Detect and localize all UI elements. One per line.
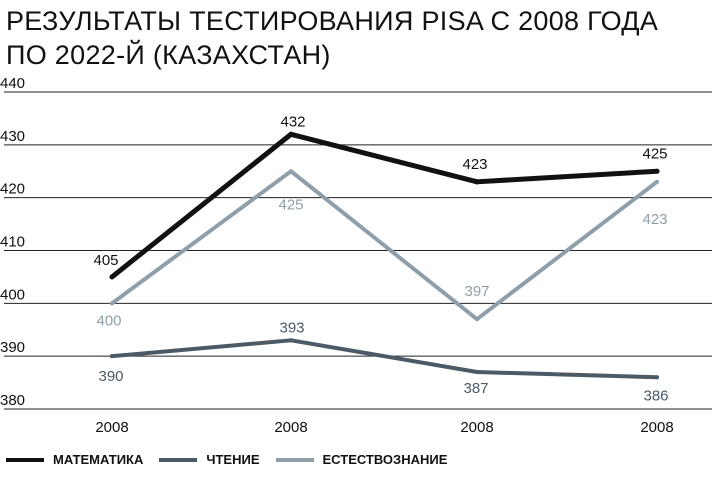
data-label-reading-1: 393: [279, 319, 304, 336]
series-reading-point-3: [655, 375, 659, 380]
x-tick-label-0: 2008: [95, 419, 128, 436]
series-math-segment-0: [109, 131, 294, 280]
chart-title: РЕЗУЛЬТАТЫ ТЕСТИРОВАНИЯ PISA С 2008 ГОДА…: [6, 4, 706, 72]
legend-label-science: ЕСТЕСТВОЗНАНИЕ: [322, 452, 448, 467]
legend-swatch-math: [6, 457, 44, 462]
series-math-point-1: [288, 131, 294, 137]
data-label-science-0: 400: [96, 312, 121, 329]
series-science-point-2: [475, 317, 479, 322]
legend-swatch-science: [275, 457, 314, 462]
series-science-segment-2: [475, 179, 659, 322]
x-tick-label-2: 2008: [460, 419, 493, 436]
data-label-reading-3: 386: [643, 387, 668, 404]
series-math-segment-2: [474, 168, 660, 185]
x-tick-label-1: 2008: [274, 419, 307, 436]
y-tick-label-410: 410: [0, 234, 25, 251]
data-label-math-0: 405: [93, 252, 118, 269]
legend-item-math: МАТЕМАТИКА: [6, 452, 143, 467]
legend-label-math: МАТЕМАТИКА: [53, 452, 144, 467]
y-tick-label-390: 390: [0, 339, 25, 356]
data-label-reading-2: 387: [463, 380, 488, 397]
series-science-point-3: [655, 179, 659, 184]
data-label-science-3: 423: [642, 211, 667, 228]
y-tick-label-400: 400: [0, 286, 25, 303]
chart-title-line-1: РЕЗУЛЬТАТЫ ТЕСТИРОВАНИЯ PISA С 2008 ГОДА: [6, 6, 659, 36]
series-reading-point-0: [110, 354, 114, 359]
series-reading-point-2: [475, 370, 479, 375]
y-tick-label-420: 420: [0, 181, 25, 198]
x-tick-label-3: 2008: [640, 419, 673, 436]
legend-item-science: ЕСТЕСТВОЗНАНИЕ: [275, 452, 448, 467]
series-math-segment-1: [288, 131, 480, 185]
series-math-point-0: [109, 274, 115, 280]
series-science-point-1: [289, 169, 293, 174]
series-science-point-0: [110, 301, 114, 306]
series-science-segment-0: [110, 169, 293, 306]
data-label-math-1: 432: [280, 113, 305, 130]
legend: МАТЕМАТИКА ЧТЕНИЕ ЕСТЕСТВОЗНАНИЕ: [6, 452, 463, 467]
x-axis-ticks: 2008 2008 2008 2008: [95, 419, 673, 436]
series-reading-segment-2: [475, 370, 659, 380]
data-label-reading-0: 390: [98, 368, 123, 385]
series-lines: [109, 131, 660, 380]
series-reading-point-1: [289, 338, 293, 343]
data-labels: 390 393 387 386 400 425 397 423 405 432 423 425: [93, 113, 668, 404]
legend-item-reading: ЧТЕНИЕ: [159, 452, 260, 467]
y-tick-label-380: 380: [0, 392, 25, 409]
data-label-math-2: 423: [462, 156, 487, 173]
series-reading-segment-0: [110, 338, 293, 359]
series-math-point-2: [474, 179, 480, 185]
legend-swatch-reading: [159, 457, 198, 462]
data-label-science-1: 425: [278, 196, 303, 213]
y-tick-label-440: 440: [0, 75, 25, 92]
series-science-segment-1: [289, 169, 479, 322]
data-label-science-2: 397: [464, 283, 489, 300]
series-reading-segment-1: [289, 338, 479, 375]
series-math-point-3: [654, 168, 660, 174]
y-axis-ticks: 380 390 400 410 420 430 440: [0, 75, 25, 409]
legend-label-reading: ЧТЕНИЕ: [206, 452, 260, 467]
grid-lines: [4, 91, 712, 410]
data-label-math-3: 425: [642, 145, 667, 162]
y-tick-label-430: 430: [0, 128, 25, 145]
chart-title-line-2: ПО 2022-Й (КАЗАХСТАН): [6, 40, 331, 70]
